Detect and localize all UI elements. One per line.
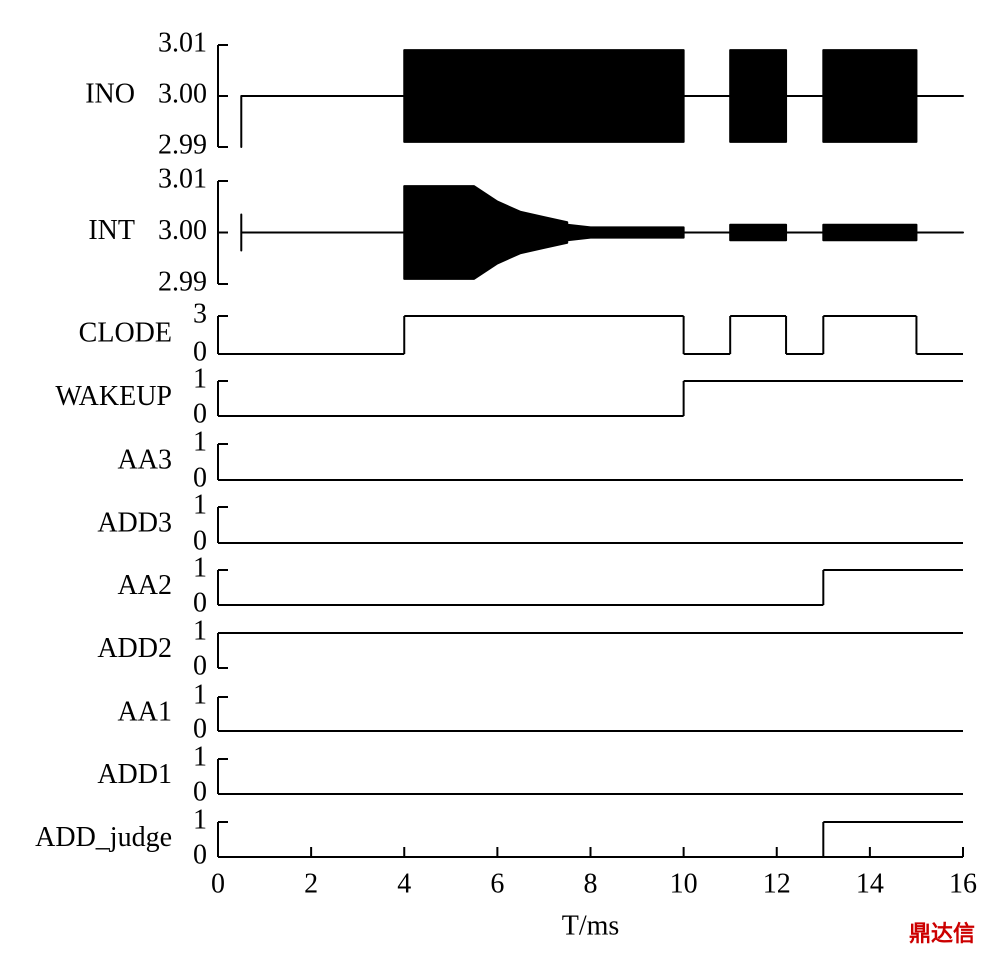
y-tick-label: 0 [193, 336, 207, 367]
y-tick-label: 3.00 [158, 215, 207, 246]
x-axis-title: T/ms [562, 910, 620, 941]
signal-label: AA3 [118, 444, 172, 475]
y-tick-label: 0 [193, 713, 207, 744]
x-tick-label: 8 [584, 868, 598, 899]
signal-label: ADD3 [97, 507, 172, 538]
y-tick-label: 0 [193, 525, 207, 556]
y-tick-label: 3 [193, 298, 207, 329]
y-tick-label: 1 [193, 679, 207, 710]
signal-label: ADD_judge [35, 822, 172, 853]
watermark: 鼎达信 [909, 921, 975, 947]
x-tick-label: 16 [949, 868, 977, 899]
y-tick-label: 0 [193, 776, 207, 807]
y-tick-label: 3.01 [158, 27, 207, 58]
y-tick-label: 0 [193, 398, 207, 429]
y-tick-label: 1 [193, 804, 207, 835]
y-tick-label: 3.01 [158, 163, 207, 194]
y-tick-label: 1 [193, 363, 207, 394]
signal-label: WAKEUP [55, 381, 172, 412]
y-tick-label: 3.00 [158, 78, 207, 109]
x-tick-label: 12 [763, 868, 791, 899]
x-tick-label: 14 [856, 868, 884, 899]
y-tick-label: 0 [193, 462, 207, 493]
signal-label: ADD1 [97, 759, 172, 790]
signal-envelope [240, 49, 964, 148]
y-tick-label: 0 [193, 839, 207, 870]
x-tick-label: 4 [397, 868, 411, 899]
y-tick-label: 0 [193, 650, 207, 681]
signal-label: INT [88, 215, 135, 246]
signal-label: AA2 [118, 570, 172, 601]
y-tick-label: 0 [193, 587, 207, 618]
x-tick-label: 2 [304, 868, 318, 899]
y-tick-label: 1 [193, 615, 207, 646]
y-tick-label: 1 [193, 489, 207, 520]
y-tick-label: 1 [193, 741, 207, 772]
x-tick-label: 0 [211, 868, 225, 899]
x-tick-label: 6 [490, 868, 504, 899]
signal-label: CLODE [79, 317, 172, 348]
signal-label: INO [85, 78, 135, 109]
signal-envelope [240, 185, 964, 280]
signal-label: ADD2 [97, 633, 172, 664]
x-tick-label: 10 [670, 868, 698, 899]
signal-label: AA1 [118, 696, 172, 727]
y-tick-label: 1 [193, 426, 207, 457]
y-tick-label: 2.99 [158, 129, 207, 160]
y-tick-label: 1 [193, 552, 207, 583]
y-tick-label: 2.99 [158, 266, 207, 297]
